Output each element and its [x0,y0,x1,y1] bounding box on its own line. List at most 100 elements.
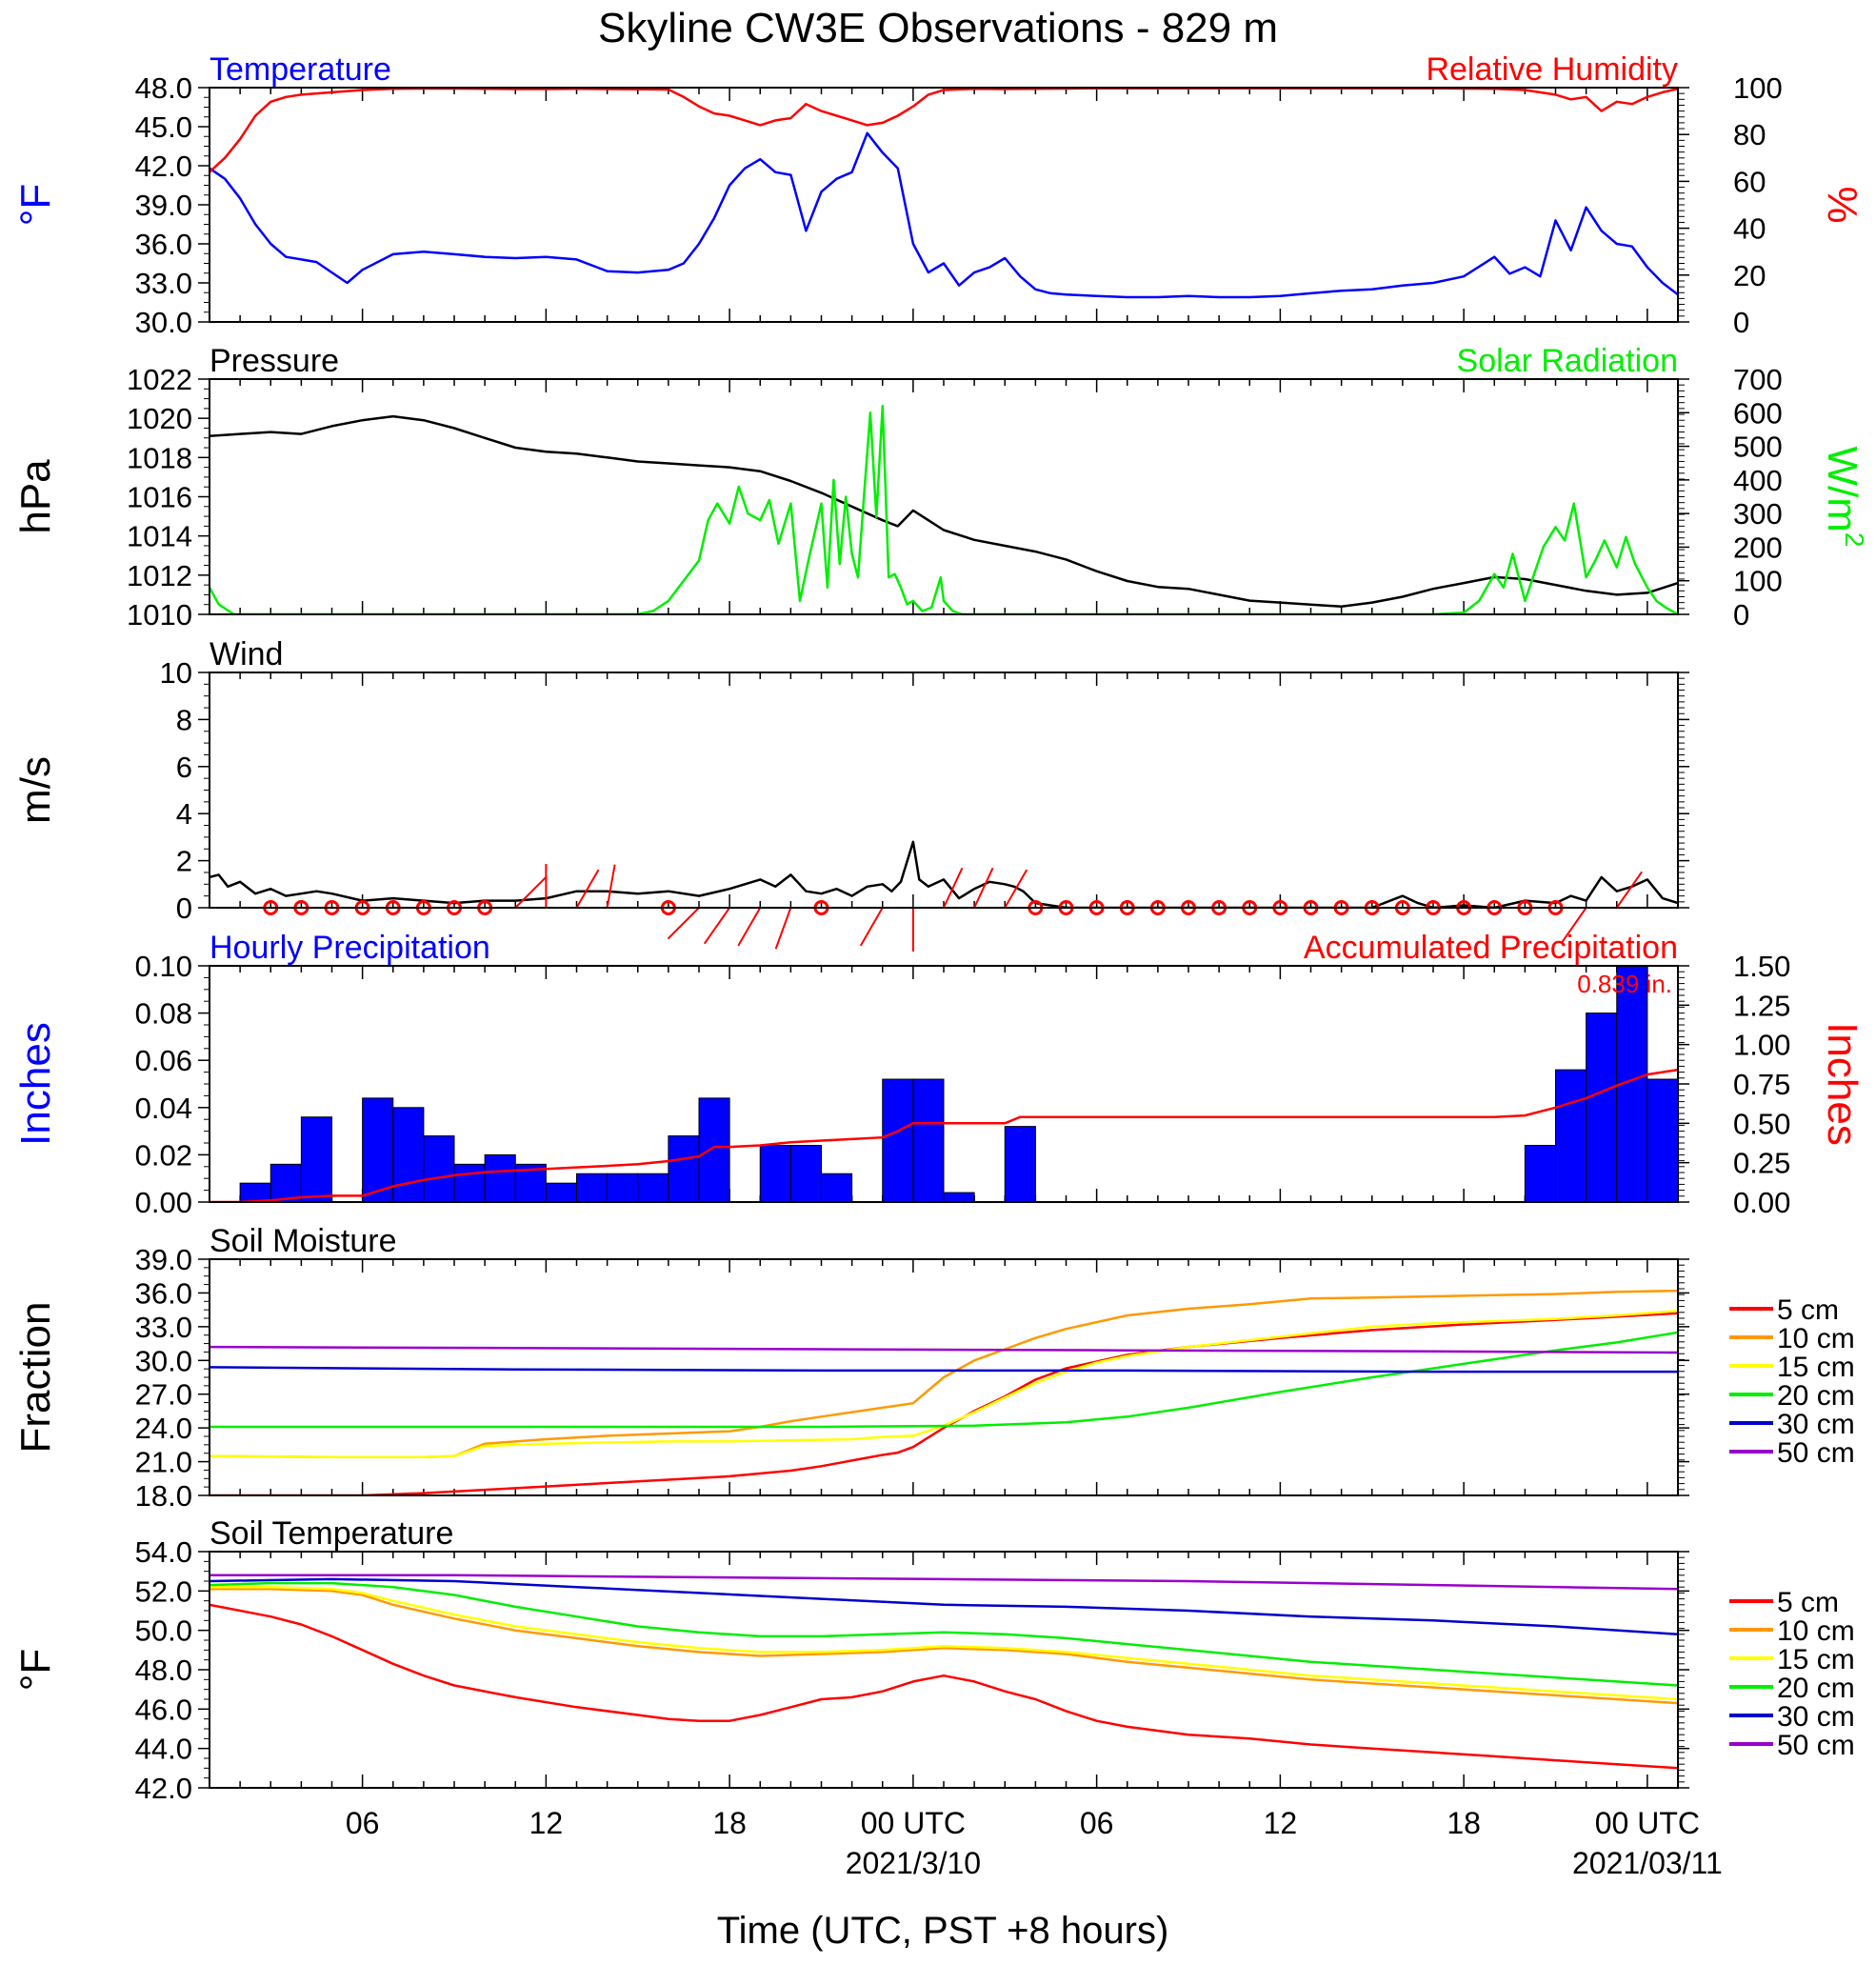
y-axis-label: Inches [12,1022,59,1146]
precip-bar [789,1144,822,1202]
y-right-tick-label: 700 [1733,363,1783,396]
series-line-20cm [210,1581,1678,1687]
series-line-15cm [210,1585,1678,1701]
panel-title-left: Pressure [210,343,339,379]
y-tick-label: 44.0 [135,1733,192,1766]
y-tick-label: 30.0 [135,1344,192,1377]
wind-barb [667,907,700,940]
precip-bar [668,1135,700,1202]
wind-barb [1560,907,1587,945]
precip-bar [1004,1126,1036,1202]
plot-area [210,1574,1678,1770]
x-tick-label: 06 [1080,1806,1114,1840]
y-right-tick-label: 0.25 [1733,1147,1790,1180]
y-right-tick-label: 1.25 [1733,989,1790,1022]
y-tick-label: 2 [176,845,192,878]
y-tick-label: 48.0 [135,71,192,105]
x-axis: 06 12 18 00 UTC 2021/3/10 06 12 18 00 UTC 2021/03… [346,1806,1723,1880]
y-tick-label: 1018 [127,441,192,474]
plot-area [210,404,1678,614]
y-right-tick-label: 100 [1733,71,1783,105]
precip-bar [821,1173,853,1202]
precip-bar [1646,1078,1678,1202]
y-right-tick-label: 0.50 [1733,1107,1790,1140]
y-right-tick-label: 600 [1733,396,1783,430]
y-tick-label: 36.0 [135,1276,192,1310]
y-tick-label: 0.06 [135,1044,192,1077]
panel-6: 42.0 44.0 46.0 48.0 50.0 52.0 54.0 °F Soil Tempe… [12,1515,1855,1805]
panel-title-left: Wind [210,636,283,672]
precip-bar [576,1173,609,1202]
y-tick-label: 33.0 [135,267,192,300]
legend-label: 10 cm [1777,1615,1855,1647]
y-right-tick-label: 40 [1733,212,1766,246]
panel-title-left: Soil Moisture [210,1223,397,1259]
plot-frame [209,965,1679,1203]
x-tick-label: 12 [529,1806,564,1840]
legend-label: 5 cm [1777,1294,1839,1326]
precip-bar [269,1163,302,1202]
y-tick-label: 45.0 [135,110,192,144]
precip-bar [545,1182,577,1202]
y-tick-label: 0.08 [135,997,192,1031]
y-tick-label: 0.00 [135,1186,192,1219]
series-line-50cm [210,1574,1678,1591]
legend-label: 20 cm [1777,1673,1855,1704]
series-line-1 [210,404,1678,614]
wind-barb [606,864,616,909]
y-right-tick-label: 20 [1733,259,1766,292]
series-line-50cm [210,1345,1678,1354]
y-right-tick-label: 0 [1733,306,1749,339]
wind-barb [737,907,762,947]
y-right-tick-label: 300 [1733,497,1783,531]
panel-title-right: Relative Humidity [1426,51,1678,88]
y-tick-label: 1010 [127,598,192,632]
precip-bar [300,1116,332,1202]
y-tick-label: 0 [176,892,192,925]
y-tick-label: 1022 [127,363,192,396]
panels: 30.033.036.039.042.045.048.0020406080100… [12,51,1869,1805]
y-axis-label: Fraction [12,1302,59,1454]
y-tick-label: 42.0 [135,150,192,183]
y-tick-label: 39.0 [135,189,192,222]
y-right-tick-label: 0.75 [1733,1068,1790,1101]
y-right-tick-label: 0 [1733,598,1749,632]
y-right-tick-label: 0.00 [1733,1186,1790,1219]
x-axis-title: Time (UTC, PST +8 hours) [717,1910,1169,1952]
panel-title-right: Solar Radiation [1457,343,1678,379]
y-tick-label: 50.0 [135,1614,192,1648]
y-axis-label: m/s [12,756,59,824]
legend-label: 20 cm [1777,1380,1855,1412]
y-tick-label: 52.0 [135,1574,192,1608]
series-line-30cm [210,1577,1678,1636]
chart-title: Skyline CW3E Observations - 829 m [598,5,1278,51]
accum-precip-line [210,1068,1678,1202]
y-right-tick-label: 80 [1733,118,1766,151]
x-tick-label: 00 UTC [1595,1806,1700,1840]
y-tick-label: 1014 [127,520,192,553]
panel-2: 1010 1012 1014 1016 1018 1020 1022 010020030040… [12,343,1869,632]
precip-bar [1524,1144,1556,1202]
legend-label: 10 cm [1777,1323,1855,1354]
panel-title-left: Hourly Precipitation [210,930,490,966]
accum-annotation: 0.839 in. [1577,970,1672,998]
legend-label: 15 cm [1777,1644,1855,1675]
y-tick-label: 42.0 [135,1772,192,1805]
series-line-10cm [210,1588,1678,1705]
y-tick-label: 1020 [127,402,192,435]
y-right-tick-label: 500 [1733,431,1783,464]
y-tick-label: 1016 [127,481,192,514]
y-tick-label: 0.04 [135,1092,192,1125]
wind-barb [943,867,964,909]
panel-title-left: Temperature [210,51,391,88]
y-tick-label: 54.0 [135,1535,192,1569]
x-tick-label: 18 [712,1806,747,1840]
y-axis-label: °F [12,184,59,226]
y-tick-label: 0.02 [135,1138,192,1172]
plot-frame [209,672,1679,909]
series-line-15cm [210,1310,1678,1459]
precip-bar [759,1144,791,1202]
precip-bar [637,1173,669,1202]
panel-1: 30.0 33.0 36.0 39.0 42.0 45.0 48.0 0 20 40 60 80 100… [12,51,1866,339]
